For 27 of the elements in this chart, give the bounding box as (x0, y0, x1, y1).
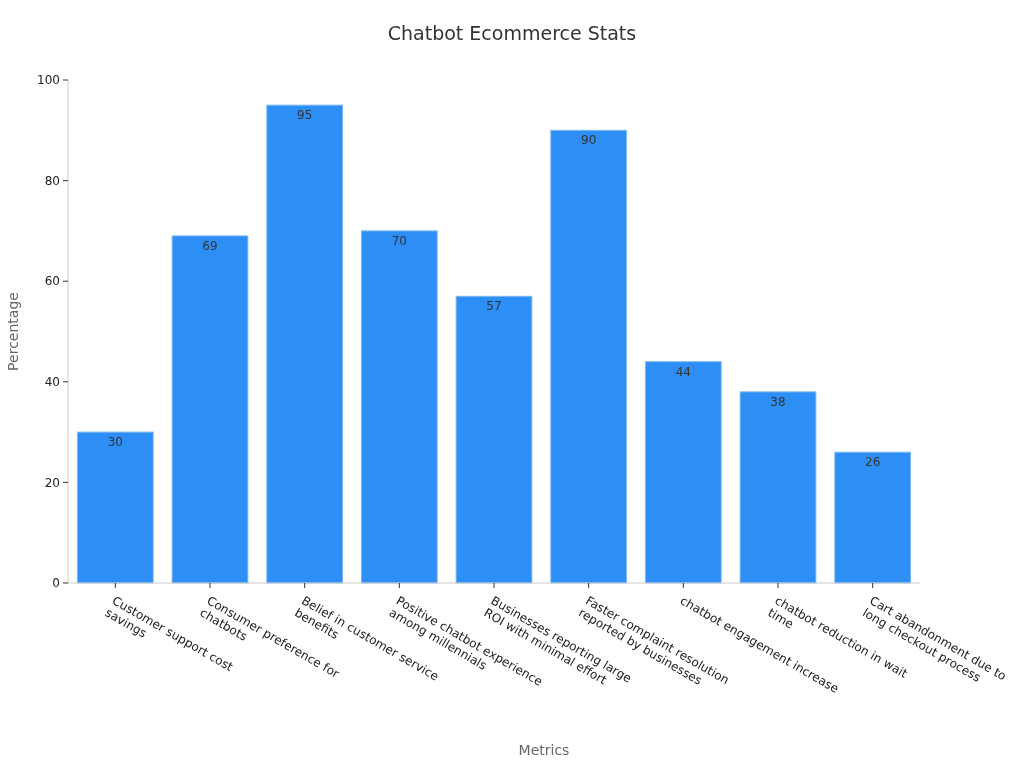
data-label: 30 (107, 435, 123, 450)
y-tick-label: 20 (44, 475, 60, 490)
data-label: 70 (391, 233, 407, 248)
y-tick-label: 100 (37, 73, 60, 88)
chart-title: Chatbot Ecommerce Stats (387, 22, 637, 44)
data-label: 38 (770, 394, 786, 409)
y-axis-title: Percentage (5, 292, 21, 371)
y-tick-label: 80 (44, 173, 60, 188)
bar (834, 451, 912, 584)
x-axis-title: Metrics (518, 742, 570, 758)
data-label: 44 (675, 364, 691, 379)
y-tick-label: 60 (44, 274, 60, 289)
data-label: 26 (865, 455, 881, 470)
y-tick-label: 40 (44, 375, 60, 389)
y-tick-label: 0 (52, 576, 60, 591)
data-label: 69 (202, 238, 218, 253)
data-label: 57 (486, 299, 502, 314)
bar (171, 235, 249, 584)
bar (550, 129, 628, 584)
bar (739, 391, 817, 584)
data-label: 95 (297, 108, 313, 123)
bar (644, 361, 722, 584)
bar (455, 295, 533, 584)
bar (360, 230, 438, 584)
data-label: 90 (581, 133, 597, 148)
bar (76, 431, 154, 584)
bar (266, 104, 344, 584)
